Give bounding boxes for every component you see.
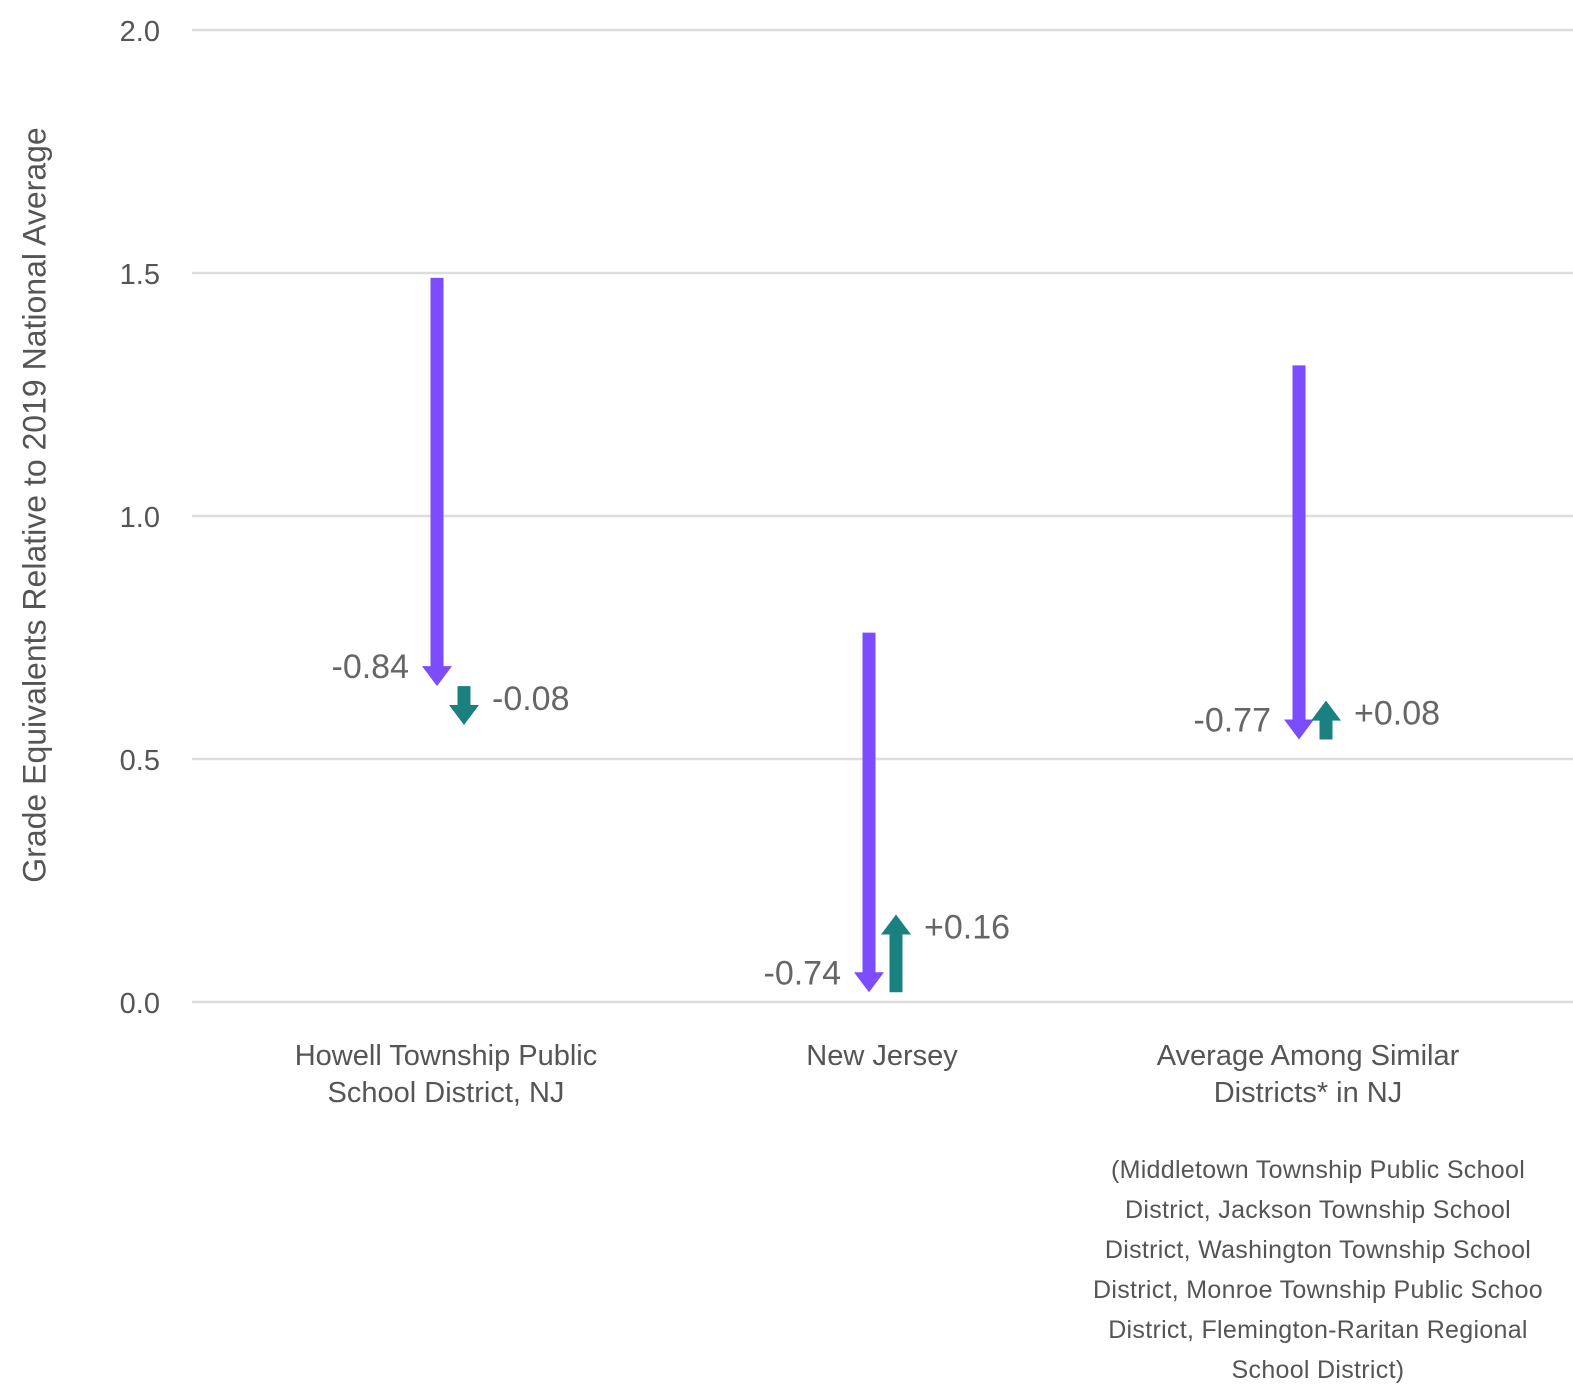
x-label-new-jersey: New Jersey bbox=[806, 1040, 958, 1072]
main-change-label: -0.77 bbox=[1194, 702, 1272, 740]
x-label-similar-districts: Average Among Similar Districts* in NJ bbox=[1156, 1040, 1460, 1109]
y-axis-label: Grade Equivalents Relative to 2019 Natio… bbox=[16, 127, 53, 883]
secondary-change-label: +0.08 bbox=[1354, 695, 1440, 733]
y-tick-label: 1.0 bbox=[120, 502, 160, 534]
secondary-change-arrow bbox=[449, 686, 479, 725]
y-tick-label: 0.5 bbox=[120, 745, 160, 777]
x-label-howell: Howell Township Public School District, … bbox=[294, 1040, 598, 1109]
main-change-arrow bbox=[1284, 365, 1314, 740]
main-change-label: -0.74 bbox=[764, 954, 842, 992]
secondary-change-label: -0.08 bbox=[492, 680, 570, 718]
secondary-change-arrow bbox=[1311, 700, 1341, 740]
main-change-arrow bbox=[854, 632, 884, 993]
y-tick-label: 0.0 bbox=[120, 988, 160, 1020]
y-tick-label: 2.0 bbox=[120, 16, 160, 48]
similar-districts-note: (Middletown Township Public School Distr… bbox=[1092, 1156, 1544, 1384]
main-change-label: -0.84 bbox=[332, 648, 410, 686]
secondary-change-label: +0.16 bbox=[924, 909, 1010, 947]
main-change-arrow bbox=[422, 277, 452, 687]
y-tick-label: 1.5 bbox=[120, 259, 160, 291]
secondary-change-arrow bbox=[881, 914, 911, 993]
